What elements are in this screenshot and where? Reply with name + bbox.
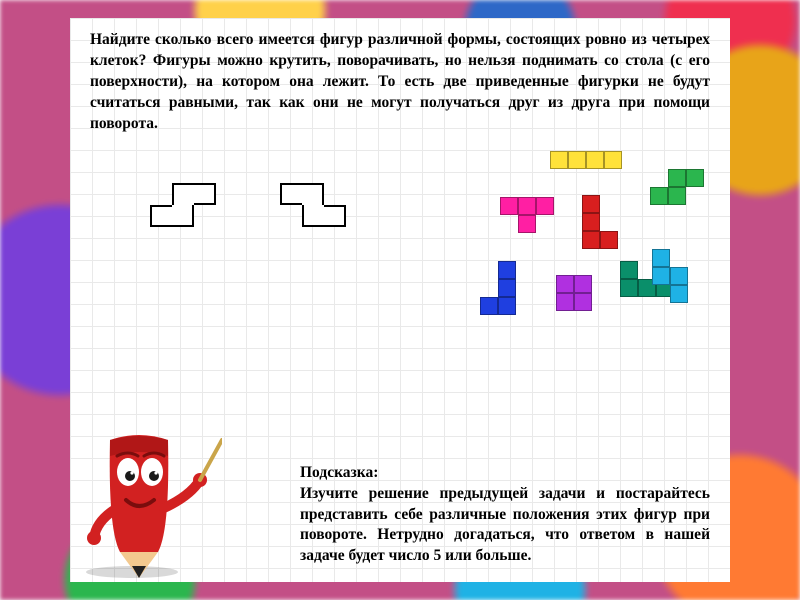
piece-j-blue <box>480 261 516 315</box>
piece-s <box>650 169 704 205</box>
hint-title: Подсказка: <box>300 464 710 482</box>
outline-s-tetromino <box>150 183 216 227</box>
task-text: Найдите сколько всего имеется фигур разл… <box>90 30 710 135</box>
colored-tetrominoes <box>470 151 720 351</box>
piece-i <box>550 151 622 169</box>
outline-z-tetromino <box>280 183 346 227</box>
piece-z-cyan <box>652 249 688 303</box>
piece-o <box>556 275 592 311</box>
piece-t <box>500 197 554 233</box>
hint-block: Подсказка: Изучите решение предыдущей за… <box>300 464 710 566</box>
pencil-character <box>72 410 222 580</box>
figure-area <box>90 145 710 365</box>
piece-l-red <box>582 195 618 249</box>
hint-text: Изучите решение предыдущей задачи и пост… <box>300 484 710 566</box>
